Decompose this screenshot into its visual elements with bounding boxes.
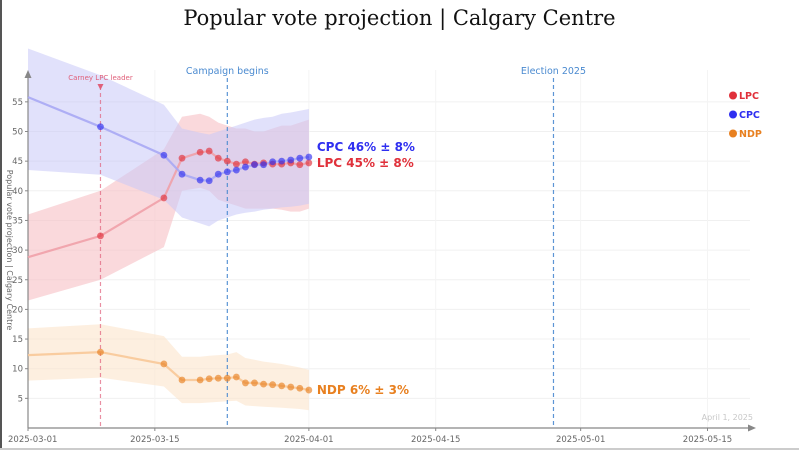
annotation-label: Carney LPC leader <box>68 74 133 82</box>
point-ndp <box>97 348 104 356</box>
y-tick-label: 15 <box>12 335 23 345</box>
point-ndp <box>223 374 231 382</box>
point-lpc <box>196 148 204 156</box>
date-watermark: April 1, 2025 <box>702 413 753 422</box>
point-ndp <box>269 381 277 389</box>
y-tick-label: 25 <box>12 276 23 286</box>
x-tick-label: 2025-03-01 <box>8 435 57 445</box>
end-labels: LPC 45% ± 8% CPC 46% ± 8% NDP 6% ± 3% <box>317 140 415 397</box>
point-cpc <box>196 176 204 184</box>
point-ndp <box>196 376 204 384</box>
point-ndp <box>251 379 258 387</box>
y-tick-label: 5 <box>18 394 23 404</box>
point-ndp <box>178 376 186 384</box>
point-cpc <box>242 163 249 171</box>
point-ndp <box>260 380 267 388</box>
series-points <box>97 123 313 394</box>
point-lpc <box>205 147 213 155</box>
point-cpc <box>160 151 168 159</box>
point-cpc <box>178 170 186 178</box>
y-tick-label: 35 <box>12 216 23 226</box>
band-cpc <box>28 48 309 227</box>
point-ndp <box>242 379 249 387</box>
chart-title: Popular vote projection | Calgary Centre <box>183 6 616 30</box>
y-tick-label: 10 <box>12 365 23 375</box>
point-cpc <box>296 154 304 162</box>
x-axis-arrow-icon <box>748 424 756 432</box>
point-ndp <box>160 360 168 368</box>
end-label-lpc: LPC 45% ± 8% <box>317 156 414 170</box>
y-tick-label: 55 <box>12 98 23 108</box>
window-bottom-edge <box>0 448 799 450</box>
point-ndp <box>296 384 304 392</box>
annotation-marker-icon <box>97 84 104 90</box>
point-cpc <box>251 161 258 169</box>
point-cpc <box>205 177 213 185</box>
y-tick-label: 30 <box>12 246 23 256</box>
x-tick-label: 2025-05-15 <box>683 435 732 445</box>
legend-dot-lpc-icon <box>729 91 737 100</box>
point-cpc <box>269 158 277 166</box>
x-tick-label: 2025-04-15 <box>411 435 460 445</box>
point-cpc <box>260 161 267 169</box>
event-annotations: Carney LPC leader Campaign begins Election… <box>68 66 586 428</box>
point-cpc <box>214 170 222 178</box>
y-tick-label: 40 <box>12 187 23 197</box>
point-cpc <box>305 153 313 161</box>
annotation-label: Campaign begins <box>186 66 269 77</box>
point-ndp <box>232 373 240 381</box>
point-ndp <box>205 375 213 383</box>
point-cpc <box>278 157 286 165</box>
point-cpc <box>223 168 231 176</box>
point-lpc <box>178 154 186 162</box>
point-lpc <box>232 160 240 168</box>
y-tick-label: 50 <box>12 128 23 138</box>
point-cpc <box>97 123 104 131</box>
point-ndp <box>287 383 295 391</box>
point-lpc <box>223 157 231 165</box>
axes: 5 10 15 20 25 30 35 40 45 50 55 2025-03-01 2025-03-1… <box>8 70 756 445</box>
point-cpc <box>287 156 295 164</box>
legend-label-ndp: NDP <box>739 129 762 140</box>
point-lpc <box>214 154 222 162</box>
uncertainty-bands <box>28 48 309 411</box>
legend-dot-cpc-icon <box>729 110 737 119</box>
point-lpc <box>296 161 304 169</box>
point-ndp <box>278 382 286 390</box>
point-lpc <box>97 232 104 240</box>
x-tick-label: 2025-04-01 <box>284 435 333 445</box>
point-ndp <box>305 386 313 394</box>
y-tick-label: 45 <box>12 157 23 167</box>
point-cpc <box>232 166 240 174</box>
x-tick-label: 2025-03-15 <box>130 435 179 445</box>
x-tick-label: 2025-05-01 <box>556 435 605 445</box>
y-axis-arrow-icon <box>24 70 32 78</box>
legend: LPC CPC NDP <box>729 91 762 140</box>
y-tick-label: 20 <box>12 305 23 315</box>
window-left-edge <box>0 0 2 450</box>
point-lpc <box>160 194 168 202</box>
y-axis-title: Popular vote projection | Calgary Centre <box>5 170 14 331</box>
point-lpc <box>242 158 249 166</box>
end-label-cpc: CPC 46% ± 8% <box>317 140 415 154</box>
legend-label-lpc: LPC <box>739 91 759 102</box>
legend-label-cpc: CPC <box>739 110 760 121</box>
end-label-ndp: NDP 6% ± 3% <box>317 383 409 397</box>
point-lpc <box>305 159 313 167</box>
point-ndp <box>214 374 222 382</box>
legend-dot-ndp-icon <box>729 129 737 138</box>
annotation-label: Election 2025 <box>521 66 586 77</box>
